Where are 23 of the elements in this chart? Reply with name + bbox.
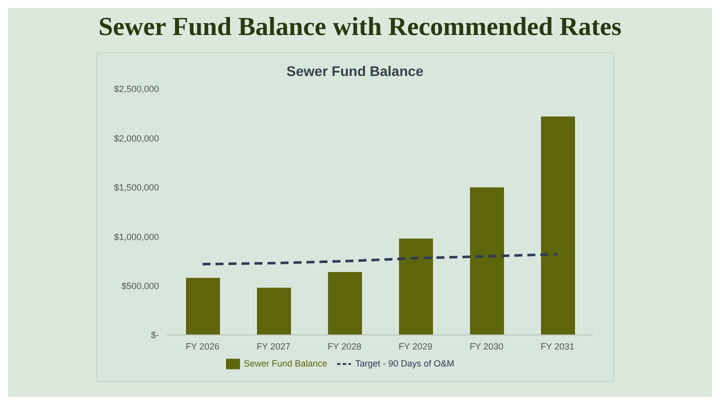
x-tick-label: FY 2031 (540, 341, 574, 352)
x-tick-label: FY 2029 (398, 341, 432, 352)
bar (470, 187, 504, 335)
y-tick-label: $1,000,000 (114, 232, 159, 242)
line-series (201, 253, 559, 266)
y-tick-label: $- (150, 330, 159, 340)
y-tick-label: $500,000 (121, 280, 159, 291)
bar (328, 272, 362, 335)
bar (257, 288, 291, 335)
chart-title: Sewer Fund Balance with Recommended Rates (97, 11, 623, 43)
chart-subtitle: Sewer Fund Balance (286, 63, 424, 79)
x-tick-label: FY 2026 (186, 341, 220, 352)
x-tick-label: FY 2027 (256, 341, 290, 352)
legend-label: Target - 90 Days of O&M (355, 358, 454, 368)
y-tick-label: $2,000,000 (114, 133, 159, 144)
bar (399, 238, 433, 335)
bar (186, 278, 220, 335)
legend-label: Sewer Fund Balance (244, 358, 328, 368)
x-tick-label: FY 2030 (470, 341, 504, 352)
y-tick-label: $1,500,000 (114, 182, 159, 193)
x-tick-label: FY 2028 (328, 341, 362, 352)
y-tick-label: $2,500,000 (114, 84, 159, 94)
bar (541, 116, 575, 335)
